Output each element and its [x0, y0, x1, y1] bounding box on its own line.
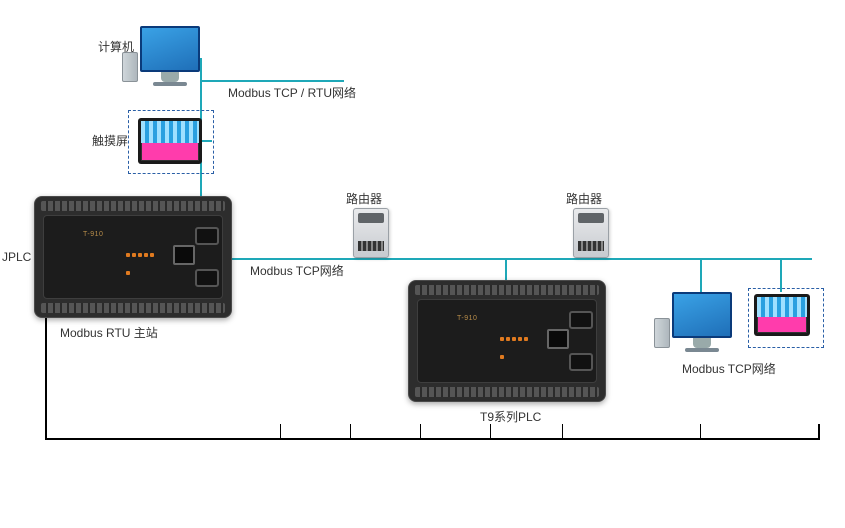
label-hmi: 触摸屏 — [92, 132, 128, 149]
black-frame-bottom — [45, 438, 820, 440]
rj45-port-icon — [173, 245, 195, 265]
monitor-base — [153, 82, 187, 86]
black-frame-left — [45, 314, 47, 440]
top-bus-line — [200, 80, 344, 82]
label-computer: 计算机 — [98, 38, 134, 55]
monitor-stand — [161, 72, 179, 82]
black-tick — [420, 424, 421, 438]
diagram-stage: T-910 T-910 计算机 触摸屏 Modbus TCP / RTU — [0, 0, 845, 528]
black-tick — [280, 424, 281, 438]
computer-node — [140, 26, 200, 86]
router-node — [573, 208, 609, 258]
plc-brand: T-910 — [83, 231, 103, 238]
monitor-icon — [672, 292, 732, 338]
label-rtu-master: Modbus RTU 主站 — [60, 324, 158, 341]
label-tcp-net-right: Modbus TCP网络 — [682, 360, 776, 377]
plc-terminals — [41, 201, 225, 211]
label-router: 路由器 — [346, 190, 382, 207]
label-plc-left: JPLC — [2, 250, 31, 264]
black-tick — [700, 424, 701, 438]
black-tick — [350, 424, 351, 438]
serial-port-icon — [195, 227, 219, 245]
router-node — [353, 208, 389, 258]
plc-terminals — [415, 387, 599, 397]
pc2-drop — [700, 258, 702, 294]
pc-tower-icon — [122, 52, 138, 82]
plc-brand: T-910 — [457, 315, 477, 322]
pc-drop — [200, 58, 202, 82]
serial-port-icon — [569, 353, 593, 371]
plc2-drop — [505, 258, 507, 282]
pc-tower-icon — [654, 318, 670, 348]
plc-terminals — [415, 285, 599, 295]
monitor-stand — [693, 338, 711, 348]
computer-node — [672, 292, 732, 352]
plc-master-node: T-910 — [34, 196, 232, 318]
plc-leds — [125, 245, 159, 265]
label-router: 路由器 — [566, 190, 602, 207]
plc-leds — [499, 329, 533, 349]
plc-terminals — [41, 303, 225, 313]
hmi-panel — [754, 294, 810, 336]
hmi-panel — [138, 118, 202, 164]
serial-port-icon — [195, 269, 219, 287]
rj45-port-icon — [547, 329, 569, 349]
label-t9-plc: T9系列PLC — [480, 408, 541, 425]
plc-t9-node: T-910 — [408, 280, 606, 402]
serial-port-icon — [569, 311, 593, 329]
black-frame-right — [818, 424, 820, 440]
black-tick — [490, 424, 491, 438]
label-tcp-net: Modbus TCP网络 — [250, 262, 344, 279]
black-tick — [562, 424, 563, 438]
hmi-screen-icon — [141, 121, 199, 161]
hmi2-drop — [780, 258, 782, 292]
hmi-screen-icon — [757, 297, 807, 333]
monitor-base — [685, 348, 719, 352]
label-tcp-rtu-net: Modbus TCP / RTU网络 — [228, 84, 356, 101]
monitor-icon — [140, 26, 200, 72]
